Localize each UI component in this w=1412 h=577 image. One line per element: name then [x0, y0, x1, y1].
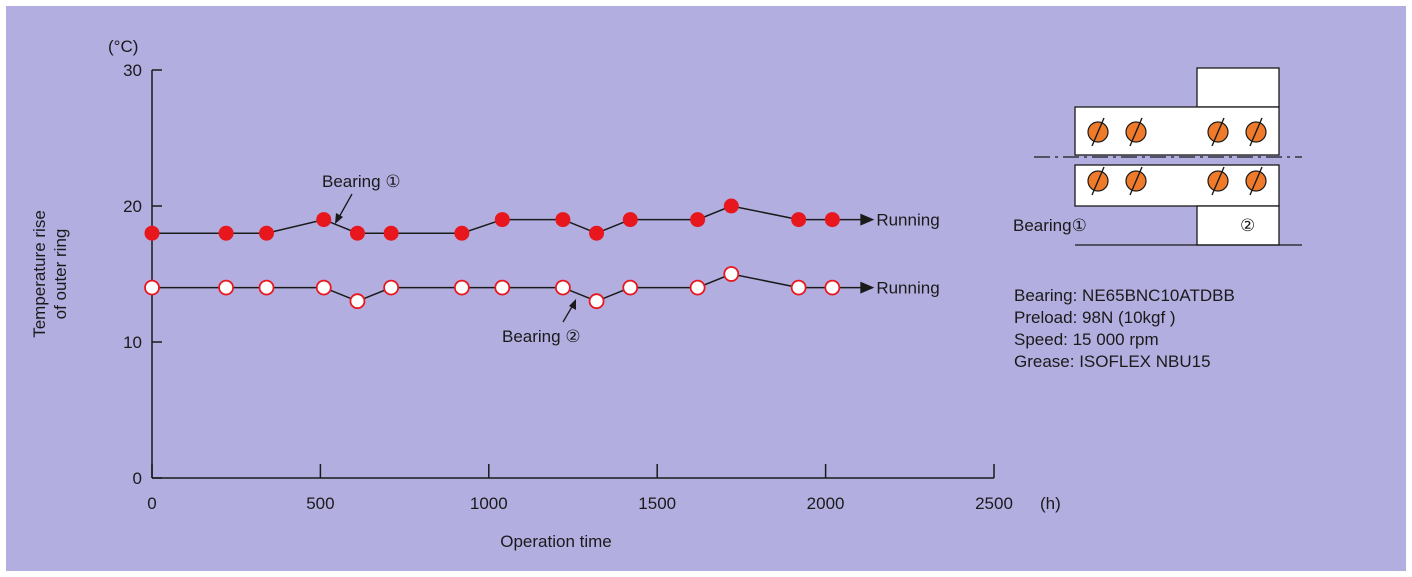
housing-top-block: [1196, 67, 1280, 108]
bearing-lower-row: [1074, 164, 1280, 207]
axes: [151, 70, 994, 479]
series-1-annotation: Bearing ①: [322, 172, 401, 191]
series-2-point-7: [494, 279, 511, 296]
series-2-point-6: [453, 279, 470, 296]
series-2-annotation: Bearing ②: [502, 327, 581, 346]
series-1-point-11: [690, 212, 706, 228]
bearing-upper-row: [1074, 106, 1280, 156]
x-tick-label-1000: 1000: [470, 494, 508, 513]
diagram-label-bearing-2: ②: [1240, 216, 1255, 235]
test-conditions: Bearing: NE65BNC10ATDBB Preload: 98N (10…: [1014, 285, 1235, 373]
bearing-ball-contact-line-6: [1211, 166, 1225, 196]
series-1-point-9: [589, 225, 605, 241]
x-axis-title: Operation time: [500, 532, 612, 551]
spec-bearing: Bearing: NE65BNC10ATDBB: [1014, 286, 1235, 305]
series-2-point-13: [790, 279, 807, 296]
spec-grease: Grease: ISOFLEX NBU15: [1014, 352, 1211, 371]
series-2-point-10: [622, 279, 639, 296]
series-2-point-0: [144, 279, 160, 296]
bearing-ball-contact-line-1: [1129, 117, 1143, 147]
series-1-point-13: [791, 212, 807, 228]
series-1-point-0: [144, 225, 160, 241]
series-1-point-5: [383, 225, 399, 241]
series-2-point-11: [689, 279, 706, 296]
bearing-ball-contact-line-5: [1129, 166, 1143, 196]
series-2-point-8: [554, 279, 571, 296]
series-2-annotation-leader: [562, 304, 574, 323]
x-tick-label-2000: 2000: [807, 494, 845, 513]
series-1-end-label: Running: [876, 211, 939, 230]
x-tick-label-0: 0: [147, 494, 156, 513]
series-1-point-8: [555, 212, 571, 228]
series-2-point-1: [218, 279, 234, 296]
series-1-point-4: [349, 225, 365, 241]
housing-bottom-block: [1196, 205, 1280, 246]
series-1-annotation-arrowhead: [335, 213, 343, 224]
x-tick-label-1500: 1500: [638, 494, 676, 513]
series-1-point-3: [316, 212, 332, 228]
series-2-running-arrowhead: [860, 281, 875, 294]
bearing-ball-contact-line-0: [1091, 117, 1105, 147]
series-2-point-4: [349, 293, 366, 310]
series-1-point-1: [218, 225, 234, 241]
series-2-end-label: Running: [876, 279, 939, 298]
y-axis-title-line2: of outer ring: [51, 229, 70, 320]
series-2-point-14: [824, 279, 841, 296]
series-2-point-9: [588, 293, 605, 310]
bearing-ball-contact-line-4: [1091, 166, 1105, 196]
series-1-point-6: [454, 225, 470, 241]
series-group: Running Running: [144, 198, 940, 310]
bearing-balls: [1087, 117, 1267, 196]
bearing-ball-contact-line-7: [1249, 166, 1263, 196]
series-2-point-2: [258, 279, 275, 296]
x-tick-label-500: 500: [306, 494, 334, 513]
series-2-annotation-arrowhead: [569, 299, 576, 310]
bearing-ball-contact-line-2: [1211, 117, 1225, 147]
x-tick-label-2500: 2500: [975, 494, 1013, 513]
y-tick-label-20: 20: [123, 197, 142, 216]
figure-background: [6, 6, 1406, 571]
series-1-point-14: [824, 212, 840, 228]
x-unit-label: (h): [1040, 494, 1061, 513]
series-1-point-7: [494, 212, 510, 228]
y-tick-label-30: 30: [123, 61, 142, 80]
series-2-point-5: [383, 279, 400, 296]
series-1-point-12: [723, 198, 739, 214]
spec-preload: Preload: 98N (10kgf ): [1014, 308, 1176, 327]
y-unit-label: (°C): [108, 37, 138, 56]
bearing-arrangement-diagram: Bearing① ②: [1013, 67, 1302, 246]
y-axis-title-line1: Temperature rise: [30, 210, 49, 338]
bearing-ball-contact-line-3: [1249, 117, 1263, 147]
diagram-label-bearing-1: Bearing①: [1013, 216, 1087, 235]
series-1-point-10: [622, 212, 638, 228]
spec-speed: Speed: 15 000 rpm: [1014, 330, 1159, 349]
y-tick-label-0: 0: [133, 469, 142, 488]
y-tick-label-10: 10: [123, 333, 142, 352]
series-1-running-arrowhead: [860, 213, 875, 226]
ticks: 0 500 1000 1500 2000 2500 0 10 20 30: [123, 61, 1013, 513]
series-1-annotation-leader: [337, 193, 353, 220]
series-1-point-2: [259, 225, 275, 241]
series-2-point-3: [315, 279, 332, 296]
series-2-point-12: [723, 266, 740, 282]
